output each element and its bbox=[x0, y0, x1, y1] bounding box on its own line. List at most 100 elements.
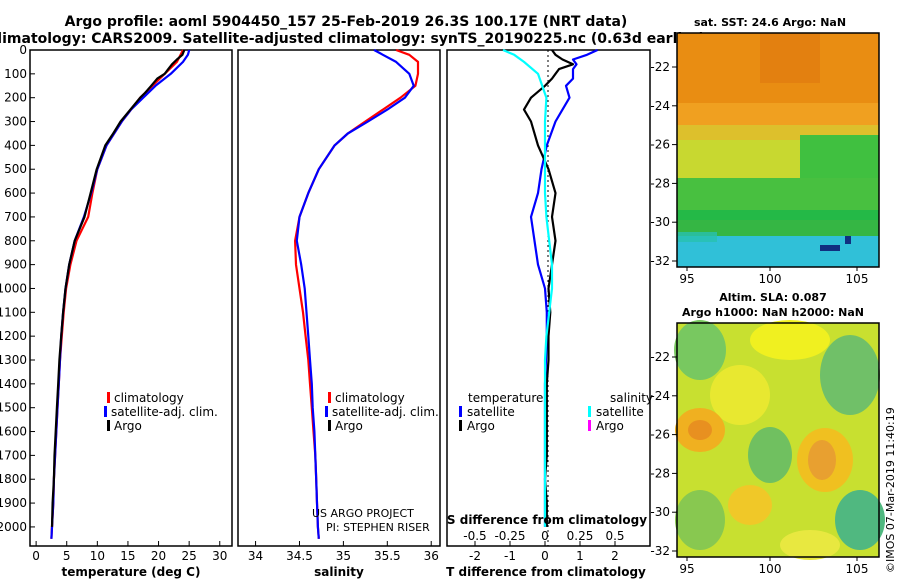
x-tick-label: 20 bbox=[151, 549, 166, 563]
lat-tick-label: -28 bbox=[650, 176, 670, 190]
sla-map-title-1: Altim. SLA: 0.087 bbox=[719, 291, 826, 304]
s-difference-axis: -0.5 -0.25 0 0.25 0.5 bbox=[463, 529, 624, 543]
s-tick-label: 0 bbox=[541, 529, 549, 543]
legend-t-argo-label: Argo bbox=[467, 419, 495, 433]
x-tick-label: 36 bbox=[424, 549, 439, 563]
legend-climatology-label: climatology bbox=[335, 391, 405, 405]
difference-legend: temperature satellite Argo salinity sate… bbox=[459, 391, 653, 433]
pi-note: PI: STEPHEN RISER bbox=[326, 521, 430, 534]
lat-tick-label: -32 bbox=[650, 254, 670, 268]
x-tick-label: 10 bbox=[90, 549, 105, 563]
legend-satellite-label: satellite-adj. clim. bbox=[332, 405, 439, 419]
project-note: US ARGO PROJECT bbox=[312, 507, 414, 520]
depth-tick-label: 1700 bbox=[0, 448, 27, 462]
depth-tick-label: 200 bbox=[4, 91, 27, 105]
depth-tick-label: 700 bbox=[4, 210, 27, 224]
lat-tick-label: -22 bbox=[650, 350, 670, 364]
series-argo bbox=[50, 49, 186, 527]
salinity-axis: 34 34.5 35 35.5 36 bbox=[248, 541, 439, 563]
depth-tick-label: 1200 bbox=[0, 329, 27, 343]
header-line-1: Argo profile: aoml 5904450_157 25-Feb-20… bbox=[65, 14, 628, 30]
salinity-frame bbox=[237, 49, 441, 547]
lon-tick-label: 100 bbox=[759, 272, 782, 286]
sla-lon-axis: 95 100 105 bbox=[679, 557, 868, 576]
legend-climatology-swatch bbox=[328, 392, 331, 403]
legend-s-argo-swatch bbox=[588, 420, 591, 431]
series-satellite-adj-clim- bbox=[295, 49, 415, 539]
legend-argo-label: Argo bbox=[114, 419, 142, 433]
lat-tick-label: -26 bbox=[650, 138, 670, 152]
legend-climatology-label: climatology bbox=[114, 391, 184, 405]
sst-map-image bbox=[676, 32, 880, 268]
legend-t-satellite-swatch bbox=[459, 406, 462, 417]
depth-tick-label: 1300 bbox=[0, 353, 27, 367]
lat-tick-label: -22 bbox=[650, 60, 670, 74]
depth-tick-label: 300 bbox=[4, 115, 27, 129]
sst-lat-axis: -22 -24 -26 -28 -30 -32 bbox=[650, 60, 677, 268]
depth-tick-label: 1800 bbox=[0, 472, 27, 486]
temperature-legend: climatology satellite-adj. clim. Argo bbox=[104, 391, 218, 433]
sst-map-panel: sat. SST: 24.6 Argo: NaN -22 -24 -26 -28 -30… bbox=[650, 16, 880, 286]
legend-satellite-swatch bbox=[325, 406, 328, 417]
depth-tick-label: 1000 bbox=[0, 281, 27, 295]
depth-tick-label: 2000 bbox=[0, 520, 27, 534]
legend-argo-swatch bbox=[107, 420, 110, 431]
temperature-x-label: temperature (deg C) bbox=[62, 565, 201, 579]
salinity-x-label: salinity bbox=[314, 565, 364, 579]
legend-s-argo-label: Argo bbox=[596, 419, 624, 433]
depth-axis: 0 100 200 300 400 500 600 700 800 900 1000 1100 1200… bbox=[0, 43, 451, 534]
lat-tick-label: -28 bbox=[650, 466, 670, 480]
depth-tick-label: 800 bbox=[4, 234, 27, 248]
depth-tick-label: 1600 bbox=[0, 425, 27, 439]
x-tick-label: 34 bbox=[248, 549, 263, 563]
salinity-panel: 34 34.5 35 35.5 36 climatology satellite-adj… bbox=[237, 48, 441, 579]
sst-map-title: sat. SST: 24.6 Argo: NaN bbox=[694, 16, 846, 29]
lat-tick-label: -26 bbox=[650, 428, 670, 442]
x-tick-label: 1 bbox=[576, 549, 584, 563]
s-tick-label: 0.5 bbox=[605, 529, 624, 543]
legend-satellite-label: satellite-adj. clim. bbox=[111, 405, 218, 419]
lon-tick-label: 95 bbox=[679, 272, 694, 286]
series-s-satellite bbox=[502, 48, 554, 527]
x-tick-label: 15 bbox=[120, 549, 135, 563]
t-difference-label: T difference from climatology bbox=[446, 565, 646, 579]
depth-tick-label: 500 bbox=[4, 162, 27, 176]
depth-tick-label: 400 bbox=[4, 138, 27, 152]
difference-panel: -2 -1 0 1 2 -0.5 -0.25 0 0.25 0.5 temperature sa… bbox=[446, 48, 653, 579]
s-tick-label: -0.5 bbox=[463, 529, 486, 543]
legend-s-satellite-swatch bbox=[588, 406, 591, 417]
depth-tick-label: 600 bbox=[4, 186, 27, 200]
lon-tick-label: 95 bbox=[679, 562, 694, 576]
series-t-argo bbox=[522, 49, 575, 527]
sla-map-image bbox=[674, 320, 885, 560]
imos-credit: ©IMOS 07-Mar-2019 11:40:19 bbox=[884, 407, 897, 573]
legend-t-satellite-label: satellite bbox=[467, 405, 515, 419]
sst-lon-axis: 95 100 105 bbox=[679, 267, 868, 286]
sla-map-title-2: Argo h1000: NaN h2000: NaN bbox=[682, 306, 864, 319]
depth-tick-label: 0 bbox=[19, 43, 27, 57]
lon-tick-label: 105 bbox=[846, 562, 869, 576]
depth-tick-label: 100 bbox=[4, 67, 27, 81]
legend-argo-swatch bbox=[328, 420, 331, 431]
legend-t-argo-swatch bbox=[459, 420, 462, 431]
s-difference-label: S difference from climatology bbox=[447, 513, 647, 527]
lon-tick-label: 100 bbox=[759, 562, 782, 576]
header-line-2: Climatology: CARS2009. Satellite-adjuste… bbox=[0, 31, 705, 47]
lat-tick-label: -24 bbox=[650, 99, 670, 113]
depth-tick-label: 900 bbox=[4, 258, 27, 272]
x-tick-label: 34.5 bbox=[286, 549, 313, 563]
sla-lat-axis: -22 -24 -26 -28 -30 -32 bbox=[650, 350, 677, 558]
depth-tick-label: 1100 bbox=[0, 305, 27, 319]
x-tick-label: -1 bbox=[504, 549, 516, 563]
x-tick-label: -2 bbox=[469, 549, 481, 563]
x-tick-label: 0 bbox=[541, 549, 549, 563]
depth-tick-label: 1900 bbox=[0, 496, 27, 510]
x-tick-label: 25 bbox=[182, 549, 197, 563]
salinity-series bbox=[294, 48, 420, 539]
lat-tick-label: -24 bbox=[650, 389, 670, 403]
sla-map-panel: Altim. SLA: 0.087 Argo h1000: NaN h2000:… bbox=[650, 291, 885, 576]
x-tick-label: 0 bbox=[32, 549, 40, 563]
depth-tick-label: 1500 bbox=[0, 401, 27, 415]
legend-satellite-swatch bbox=[104, 406, 107, 417]
